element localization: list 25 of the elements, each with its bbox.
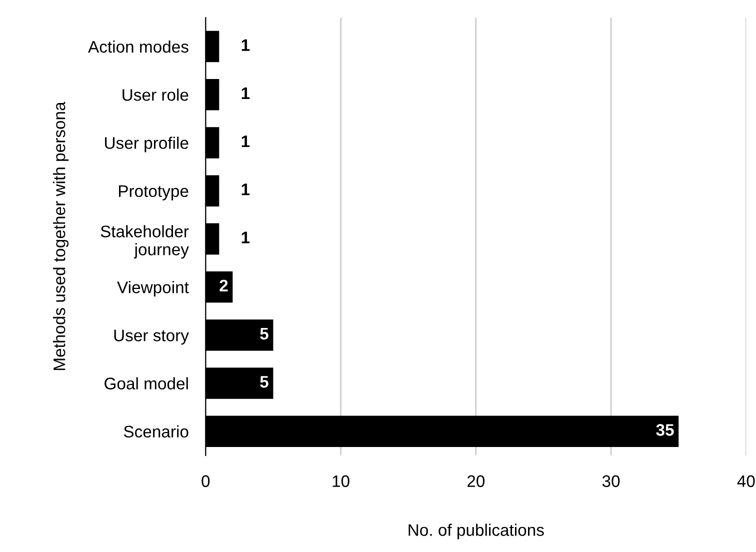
data-label: 5 bbox=[260, 328, 268, 340]
y-tick-label: Prototype bbox=[119, 185, 188, 200]
x-tick-label: 20 bbox=[467, 475, 485, 488]
y-tick-label: Action modes bbox=[88, 40, 188, 53]
y-tick-label: User role bbox=[122, 88, 188, 101]
data-label: 5 bbox=[260, 376, 268, 388]
y-axis-title: Methods used together with persona bbox=[53, 102, 69, 370]
x-tick-label: 10 bbox=[332, 475, 350, 488]
data-label: 2 bbox=[220, 280, 228, 292]
y-tick-label: Viewpoint bbox=[117, 281, 189, 297]
y-tick-label: Stakeholder journey bbox=[100, 225, 189, 259]
x-tick-label: 0 bbox=[202, 475, 210, 488]
data-label: 1 bbox=[242, 136, 250, 148]
y-tick-label: Goal model bbox=[104, 377, 188, 390]
data-label: 1 bbox=[242, 87, 250, 99]
y-tick-label: Scenario bbox=[124, 425, 188, 438]
y-tick-label: User profile bbox=[105, 136, 188, 152]
y-tick-label: User story bbox=[114, 330, 189, 345]
data-label: 35 bbox=[656, 424, 674, 436]
x-axis-title: No. of publications bbox=[408, 524, 544, 540]
data-label: 1 bbox=[242, 232, 250, 244]
data-label: 1 bbox=[242, 184, 250, 196]
x-tick-label: 30 bbox=[602, 475, 620, 488]
data-label: 1 bbox=[242, 39, 250, 51]
x-tick-label: 40 bbox=[737, 475, 755, 488]
